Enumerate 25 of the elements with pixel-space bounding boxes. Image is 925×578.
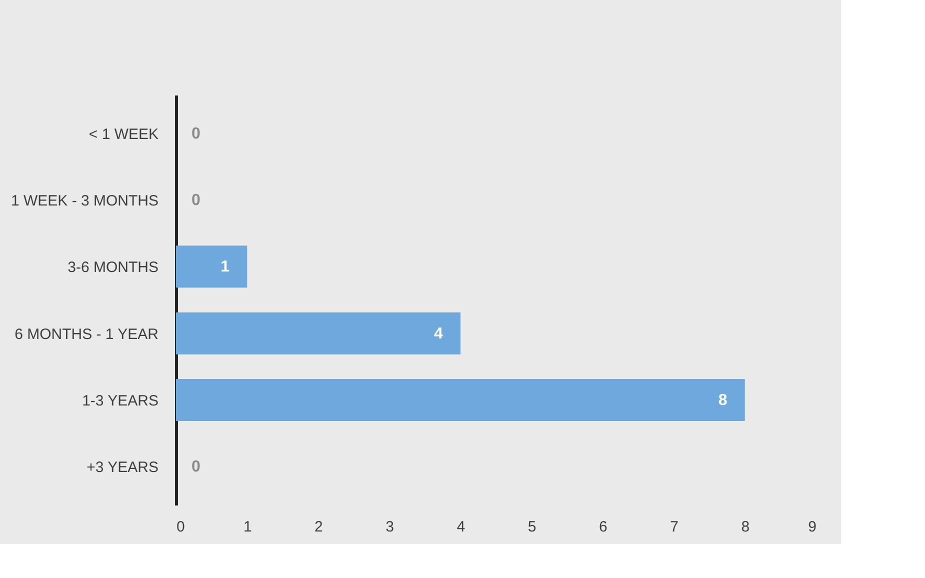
x-tick-label: 7 [670,518,678,536]
y-tick-label: < 1 WEEK [88,126,158,143]
data-label: 0 [192,458,201,476]
data-label: 1 [220,258,230,276]
x-tick-label: 0 [176,518,185,536]
x-tick-label: 4 [456,518,466,536]
y-tick-label: +3 YEARS [86,459,158,476]
x-tick-label: 2 [314,518,323,536]
data-label: 0 [192,192,201,209]
x-tick-label: 8 [741,518,750,536]
bar [176,312,460,354]
y-tick-label: 1 WEEK - 3 MONTHS [10,192,158,210]
x-tick-label: 3 [386,518,394,536]
x-tick-label: 5 [528,518,536,536]
bar [176,246,248,288]
x-tick-label: 6 [598,518,608,536]
data-label: 4 [434,325,443,342]
y-tick-label: 3-6 MONTHS [68,259,158,276]
y-tick-label: 6 MONTHS - 1 YEAR [14,326,159,343]
data-label: 0 [192,125,201,142]
y-tick-label: 1-3 YEARS [82,392,158,410]
x-tick-label: 9 [808,518,816,536]
data-label: 8 [718,392,728,409]
x-tick-label: 1 [243,518,252,536]
bar [176,379,745,421]
